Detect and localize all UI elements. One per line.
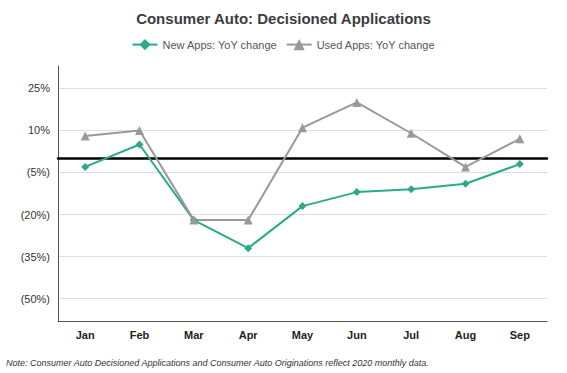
svg-text:Note: Consumer Auto Decisioned: Note: Consumer Auto Decisioned Applicati…	[6, 358, 429, 368]
svg-text:(20%): (20%)	[21, 209, 50, 221]
svg-text:May: May	[292, 329, 314, 341]
svg-text:Aug: Aug	[455, 329, 476, 341]
svg-text:Jul: Jul	[403, 329, 419, 341]
svg-text:25%: 25%	[28, 82, 50, 94]
svg-text:Apr: Apr	[239, 329, 259, 341]
svg-text:10%: 10%	[28, 124, 50, 136]
svg-text:Sep: Sep	[510, 329, 530, 341]
svg-text:Jan: Jan	[76, 329, 95, 341]
svg-text:(5%): (5%)	[27, 166, 50, 178]
svg-text:(50%): (50%)	[21, 293, 50, 305]
svg-text:(35%): (35%)	[21, 251, 50, 263]
svg-text:Mar: Mar	[184, 329, 204, 341]
svg-text:Feb: Feb	[130, 329, 150, 341]
svg-text:Consumer Auto: Decisioned Appl: Consumer Auto: Decisioned Applications	[136, 10, 431, 27]
svg-text:New Apps: YoY change: New Apps: YoY change	[162, 39, 276, 51]
svg-text:Jun: Jun	[347, 329, 367, 341]
svg-text:Used Apps: YoY change: Used Apps: YoY change	[317, 39, 435, 51]
